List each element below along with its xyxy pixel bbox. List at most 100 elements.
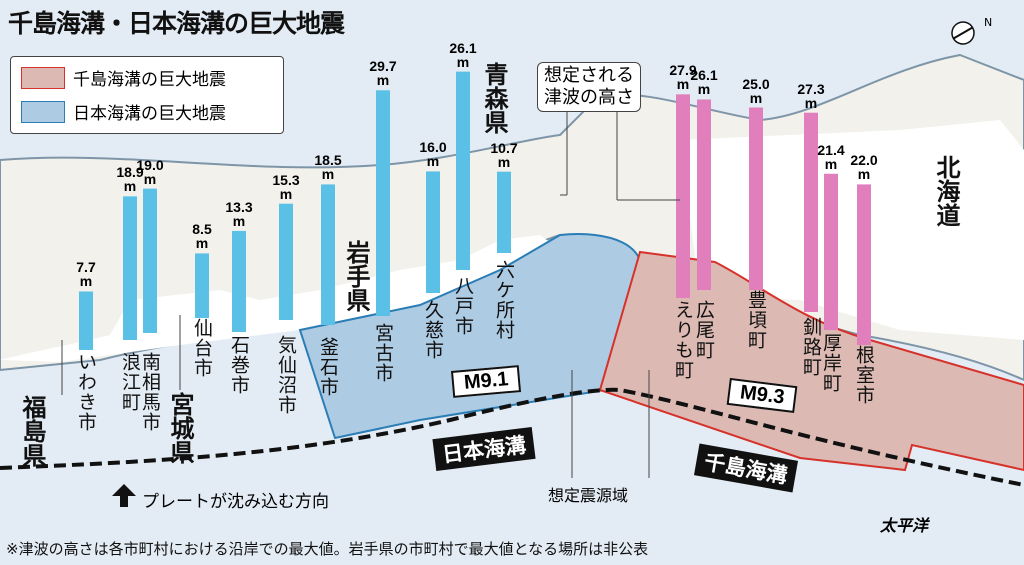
data-label: 25.0 m [742, 77, 769, 105]
data-label: 7.7 m [76, 260, 95, 288]
bar [279, 203, 293, 320]
bar [804, 112, 818, 313]
north-mark: N [984, 16, 992, 29]
footnote: ※津波の高さは各市町村における沿岸での最大値。岩手県の市町村で最大値となる場所は… [6, 540, 649, 558]
category-label: 六ケ所村 [493, 260, 515, 340]
bar [749, 107, 763, 290]
data-label: 10.7 m [490, 141, 517, 169]
data-label: 22.0 m [850, 153, 877, 181]
data-value: 10.7 [490, 139, 518, 156]
data-unit: m [824, 155, 838, 172]
data-value: 26.1 [449, 39, 477, 56]
bar [857, 184, 871, 345]
chishima-trench-source-area [598, 250, 1024, 472]
bar [143, 188, 157, 333]
data-unit: m [195, 235, 209, 252]
bar [426, 171, 440, 293]
callout-line: 想定される [544, 65, 634, 86]
category-label: 八戸市 [452, 276, 474, 336]
data-unit: m [123, 178, 137, 195]
data-unit: m [232, 212, 246, 229]
category-label: 釧路町 [800, 317, 822, 377]
data-unit: m [279, 185, 293, 202]
category-label: 宮古市 [372, 323, 394, 383]
pref-aomori: 青森県 [480, 62, 508, 134]
data-unit: m [676, 76, 690, 93]
callout-tsunami-height: 想定される 津波の高さ [537, 62, 641, 112]
data-label: 19.0 m [136, 158, 163, 186]
data-label: 13.3 m [225, 200, 252, 228]
bar [676, 94, 690, 298]
bar [123, 196, 137, 340]
data-label: 8.5 m [192, 222, 211, 250]
bar [456, 71, 470, 270]
data-label: 27.9 m [669, 63, 696, 91]
data-value: 19.0 [136, 156, 164, 173]
data-label: 15.3 m [272, 173, 299, 201]
data-value: 13.3 [225, 198, 253, 215]
category-label: 仙台市 [191, 318, 213, 378]
data-value: 26.1 [690, 67, 718, 84]
data-unit: m [143, 170, 157, 187]
category-label: いわき市 [75, 352, 97, 432]
data-value: 27.9 [669, 62, 697, 79]
data-unit: m [857, 166, 871, 183]
data-value: 15.3 [272, 171, 300, 188]
data-unit: m [804, 94, 818, 111]
data-value: 18.5 [314, 152, 342, 169]
category-label: 石巻市 [228, 335, 250, 395]
legend-label: 千島海溝の巨大地震 [73, 70, 226, 90]
category-label: 広尾町 [693, 300, 715, 360]
bar [195, 253, 209, 318]
source-area-label: 想定震源域 [548, 486, 629, 505]
pref-miyagi: 宮城県 [166, 392, 194, 464]
data-label: 16.0 m [419, 140, 446, 168]
data-unit: m [497, 153, 511, 170]
pref-hokkaido: 北海道 [932, 155, 960, 227]
data-value: 7.7 [76, 259, 96, 276]
category-label: 根室市 [853, 345, 875, 405]
data-value: 16.0 [419, 139, 447, 156]
page-title: 千島海溝・日本海溝の巨大地震 [8, 9, 345, 38]
data-unit: m [697, 81, 711, 98]
category-label: 浪江町 [119, 352, 141, 412]
data-value: 18.9 [116, 164, 144, 181]
data-unit: m [426, 153, 440, 170]
data-label: 21.4 m [817, 143, 844, 171]
legend-swatch [21, 100, 65, 123]
bar [697, 99, 711, 290]
category-label: 厚岸町 [820, 333, 842, 393]
category-label: 豊頃町 [745, 290, 767, 350]
legend-item-chishima: 千島海溝の巨大地震 [21, 65, 226, 90]
data-unit: m [321, 166, 335, 183]
legend: 千島海溝の巨大地震 日本海溝の巨大地震 [10, 56, 284, 134]
bar [497, 171, 511, 253]
plate-direction-arrow-icon [112, 484, 136, 507]
data-value: 27.3 [797, 80, 825, 97]
category-label: 南相馬市 [139, 352, 161, 432]
legend-swatch [21, 66, 65, 89]
bar [232, 230, 246, 332]
ocean-label: 太平洋 [880, 516, 929, 535]
data-label: 26.1 m [690, 68, 717, 96]
legend-label: 日本海溝の巨大地震 [73, 104, 226, 124]
data-value: 29.7 [369, 58, 397, 75]
data-label: 18.9 m [116, 165, 143, 193]
category-label: 久慈市 [422, 300, 444, 360]
data-unit: m [376, 72, 390, 89]
data-value: 25.0 [742, 75, 770, 92]
bar [376, 90, 390, 316]
data-label: 29.7 m [369, 59, 396, 87]
data-label: 27.3 m [797, 82, 824, 110]
legend-item-japan: 日本海溝の巨大地震 [21, 99, 226, 124]
data-unit: m [79, 273, 93, 290]
bar [321, 184, 335, 325]
callout-line: 津波の高さ [544, 87, 634, 108]
plate-direction-label: プレートが沈み込む方向 [142, 492, 329, 512]
data-label: 26.1 m [449, 41, 476, 69]
category-label: えりも町 [672, 300, 694, 380]
category-label: 気仙沼市 [275, 335, 297, 415]
data-value: 21.4 [817, 141, 845, 158]
data-value: 8.5 [192, 221, 212, 238]
